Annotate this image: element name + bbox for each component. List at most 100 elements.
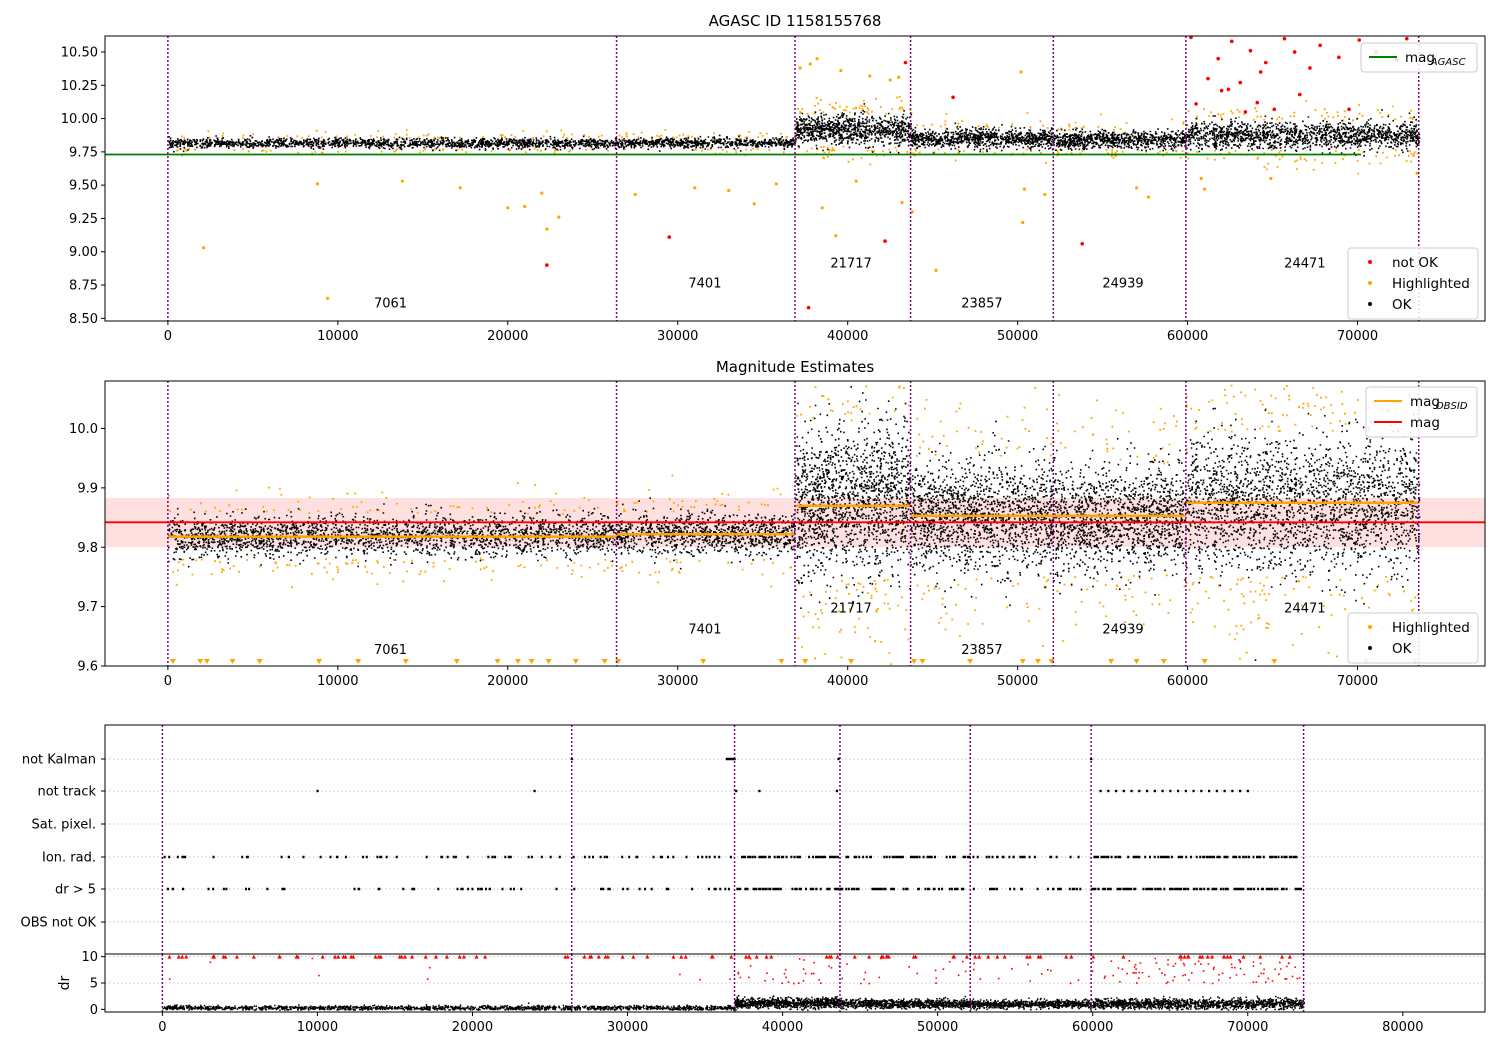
estimates-lower-legend-label: OK [1392,641,1413,657]
agasc-y-tick-label: 9.00 [69,245,98,260]
flags-point-not-track [1138,789,1141,793]
estimates-clipped-triangle [1133,659,1140,664]
agasc-not-ok-point [1282,36,1287,41]
flags-plot-area [105,725,1485,954]
agasc-highlighted-outlier [1146,195,1151,199]
flags-point-not-track [1231,789,1234,793]
flags-y-tick-label: OBS not OK [21,916,97,931]
estimates-clipped-triangle [910,659,917,664]
agasc-highlighted-outlier [458,186,462,190]
agasc-obsid-label: 24471 [1284,257,1325,272]
agasc-highlighted-outlier [820,206,824,210]
dr-x-tick-label: 20000 [452,1020,493,1035]
flags-point-not-track [735,789,738,793]
estimates-clipped-triangle [453,659,460,664]
flags-point-not-kalman [727,757,730,761]
estimates-obsid-label: 7401 [688,622,721,637]
dr-ok-points [840,995,972,1011]
estimates-x-tick-label: 10000 [317,674,358,689]
flags-point-not-track [1169,789,1172,793]
agasc-not-ok-point [1194,102,1198,106]
estimates-clipped-triangle [514,659,521,664]
dr-x-ticks: 0 10000 20000 30000 40000 50000 60000 70000 8000… [158,1012,1423,1035]
agasc-x-tick-label: 50000 [997,329,1038,344]
flags-y-tick-label: not track [37,785,96,800]
flags-point-not-kalman [731,757,735,761]
dr-x-tick-label: 80000 [1382,1020,1423,1035]
flags-y-tick-label: dr > 5 [55,883,96,898]
agasc-obsid-label: 23857 [961,297,1002,312]
estimates-plot-area [105,381,1485,666]
flags-y-tick-label: Ion. rad. [42,851,96,866]
agasc-not-ok-point [1337,55,1341,60]
flags-y-tick-label: not Kalman [22,753,96,768]
agasc-highlighted-outlier [693,186,697,190]
estimates-clipped-triangle [528,659,535,664]
agasc-not-ok-point [1297,92,1302,97]
agasc-highlighted-outlier [400,179,405,183]
flags-point-not-kalman [733,757,736,761]
estimates-lower-legend-swatch [1368,625,1372,629]
estimates-clipped-triangle [572,659,579,664]
agasc-x-tick-label: 10000 [317,329,358,344]
agasc-not-ok-point [1258,70,1263,74]
estimates-clipped-triangle [197,659,204,664]
agasc-not-ok-point [1308,66,1312,70]
flags-points-dr-5 [736,887,842,891]
agasc-lower-legend-swatch [1368,260,1372,264]
agasc-ok-points [1186,109,1421,157]
flags-point-not-track [1153,789,1156,793]
flags-points-dr-5 [1091,887,1302,891]
estimates-upper-legend-label: mag [1410,394,1440,410]
agasc-not-ok-point [1347,107,1351,112]
agasc-highlighted-outlier [1199,176,1203,181]
agasc-highlighted-outlier [798,66,802,70]
flags-point-not-track [1192,789,1195,793]
agasc-not-ok-point [1272,107,1277,112]
dr-clipped-triangles [582,954,734,959]
agasc-ok-points [1053,127,1188,152]
dr-y-tick-label: 0 [90,1003,98,1018]
agasc-not-ok-point [951,95,955,100]
agasc-y-tick-label: 9.25 [69,212,98,227]
agasc-y-tick-label: 9.75 [69,145,98,160]
estimates-ok-points [910,420,1055,608]
agasc-highlighted-outlier [557,215,561,219]
agasc-obsid-label: 7061 [374,297,407,312]
estimates-clipped-triangle [802,659,809,664]
estimates-ok-points [795,386,913,609]
dr-clipped-triangles [973,954,1074,959]
flags-point-not-track [1176,789,1180,793]
agasc-highlighted-outlier [633,192,637,197]
estimates-clipped-triangle [203,659,210,664]
agasc-y-ticks: 8.50 8.75 9.00 9.25 9.50 9.75 10.00 10.25 10.50 [61,45,105,327]
agasc-x-tick-label: 40000 [827,329,868,344]
agasc-not-ok-point [806,305,811,310]
agasc-highlighted-outlier [839,69,843,73]
estimates-clipped-triangle [967,659,974,664]
estimates-lower-legend-label: Highlighted [1392,620,1470,636]
agasc-highlighted-outlier [540,191,544,195]
estimates-clipped-triangle [1160,659,1167,664]
flags-point-not-track [1200,789,1203,793]
agasc-y-tick-label: 8.75 [69,279,98,294]
agasc-obsid-label: 21717 [830,257,871,272]
estimates-y-tick-label: 9.6 [77,660,98,675]
agasc-not-ok-point [1216,56,1220,61]
flags-y-ticks: not Kalman not track Sat. pixel. Ion. rad. d… [21,753,105,931]
agasc-highlighted-outlier [854,179,858,183]
estimates-y-tick-label: 9.8 [77,541,98,556]
flags-point-not-kalman [728,757,732,761]
agasc-highlighted-outlier [888,78,892,82]
flags-points-dr-5 [972,887,1082,891]
flags-point-not-track [1107,789,1110,793]
flags-point-not-track [1114,789,1118,793]
agasc-highlighted-outlier [1202,187,1207,191]
agasc-lower-legend-label: not OK [1392,255,1439,271]
agasc-x-tick-label: 70000 [1337,329,1378,344]
estimates-obsid-labels: 7061 7401 21717 23857 24939 24471 [374,602,1326,659]
agasc-lower-legend-box [1347,247,1479,320]
agasc-y-tick-label: 9.50 [69,179,98,194]
